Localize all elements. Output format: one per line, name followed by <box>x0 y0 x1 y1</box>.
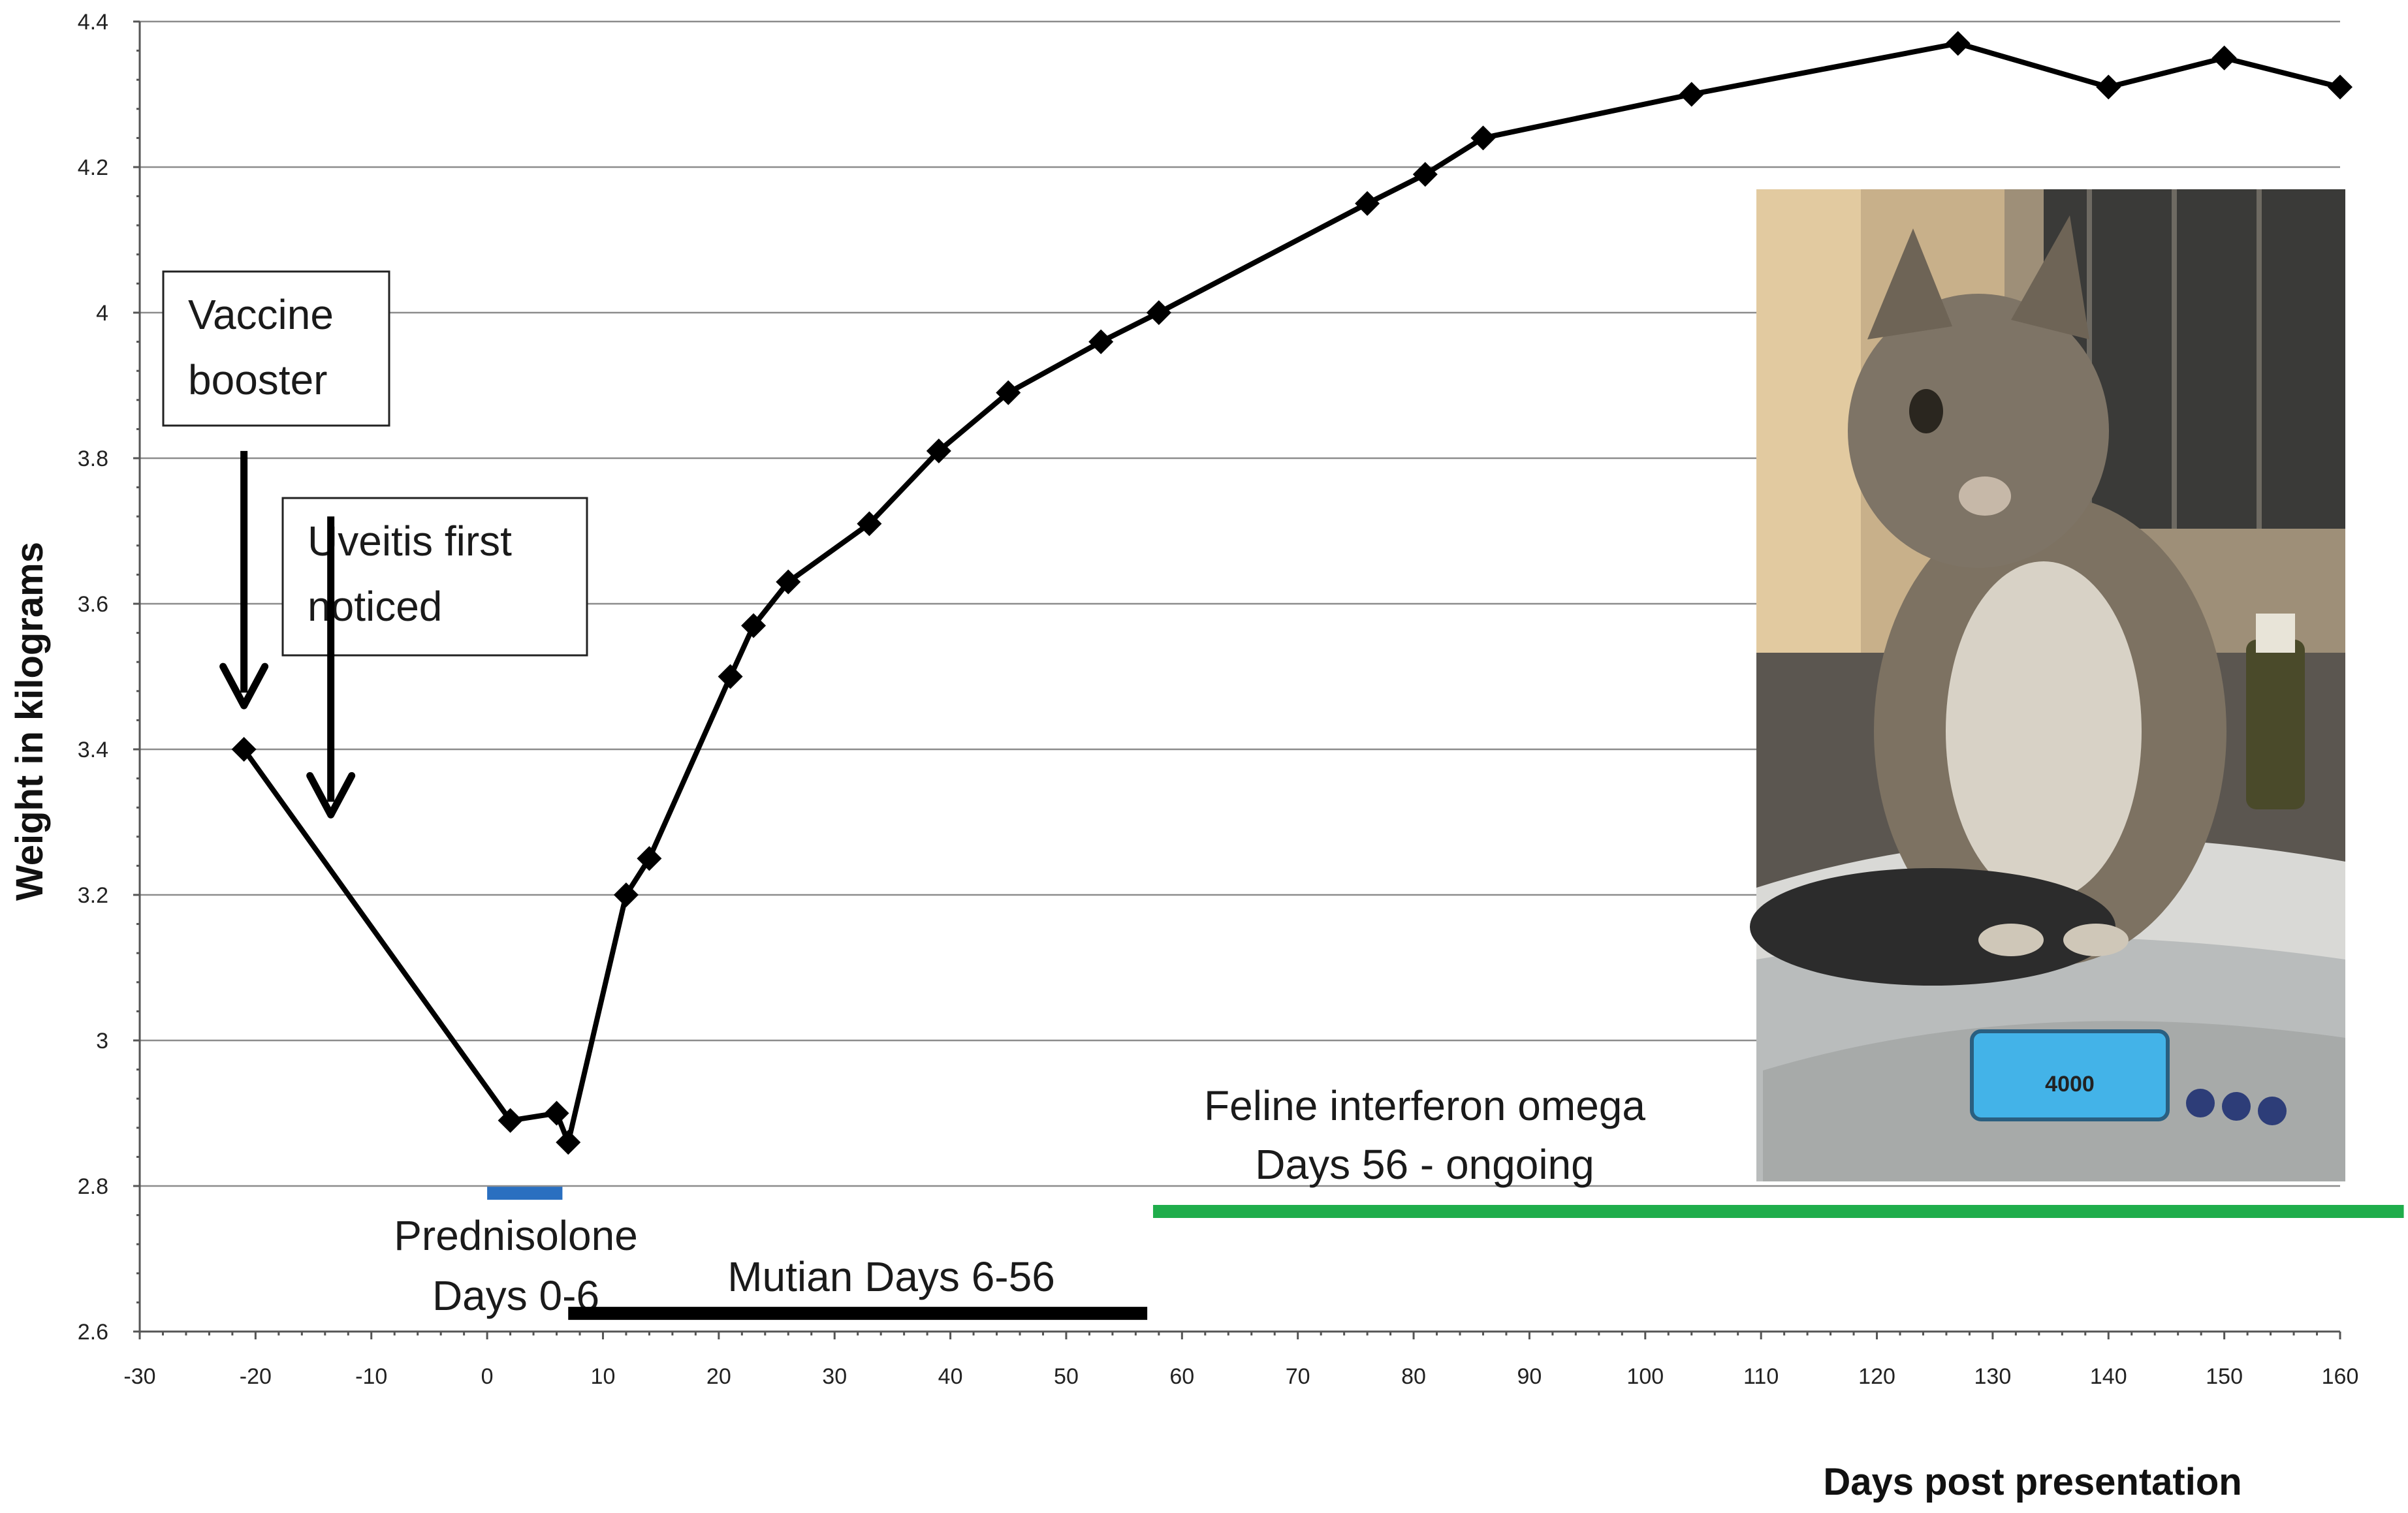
data-point <box>857 511 882 537</box>
y-tick-label: 4 <box>96 301 108 326</box>
y-tick-label: 2.8 <box>78 1174 108 1199</box>
scale-display: 4000 <box>2045 1072 2095 1097</box>
x-tick-label: 70 <box>1286 1364 1310 1389</box>
vaccine-booster-arrow-head <box>219 663 269 710</box>
weight-series <box>231 31 2353 1155</box>
x-tick-label: -20 <box>240 1364 272 1389</box>
data-point <box>776 569 801 595</box>
data-point <box>498 1108 523 1133</box>
data-point <box>996 380 1021 405</box>
x-tick-label: 130 <box>1974 1364 2012 1389</box>
y-axis-label: Weight in kilograms <box>8 542 51 901</box>
x-tick-label: -10 <box>355 1364 387 1389</box>
feline-interferon-omega-label: Days 56 - ongoing <box>1255 1141 1594 1188</box>
x-tick-label: 0 <box>481 1364 494 1389</box>
data-point <box>1679 82 1704 107</box>
vaccine-booster-box <box>162 270 390 427</box>
x-tick-label: -30 <box>123 1364 155 1389</box>
x-tick-label: 80 <box>1401 1364 1426 1389</box>
x-tick-label: 160 <box>2322 1364 2359 1389</box>
mutian-label: Mutian Days 6-56 <box>727 1253 1055 1300</box>
prednisolone-label: Prednisolone <box>394 1212 638 1259</box>
data-point <box>1945 31 1971 56</box>
y-tick-label: 3.8 <box>78 446 108 471</box>
x-axis-label: Days post presentation <box>1823 1461 2242 1503</box>
data-point <box>718 664 743 689</box>
feline-interferon-omega-label: Feline interferon omega <box>1204 1082 1645 1129</box>
kitten-on-scale-photo: 4000 <box>1750 189 2345 1181</box>
x-tick-label: 150 <box>2206 1364 2243 1389</box>
data-point <box>2211 45 2237 70</box>
data-point <box>231 737 257 762</box>
x-tick-labels: -30 -20 -10 0 10 20 30 40 50 60 70 80 90 100 110 120 130… <box>123 1364 2358 1389</box>
data-point <box>1412 162 1438 187</box>
y-tick-labels: 2.6 2.8 3 3.2 3.4 3.6 3.8 4 4.2 4.4 <box>78 10 108 1345</box>
y-tick-label: 3.6 <box>78 592 108 617</box>
data-point <box>741 613 767 638</box>
data-point <box>1355 191 1380 216</box>
data-point <box>2328 74 2353 100</box>
vaccine-booster-label: Vaccine <box>188 291 334 338</box>
x-tick-label: 30 <box>822 1364 847 1389</box>
axes <box>133 20 2341 1339</box>
x-tick-label: 110 <box>1743 1364 1779 1389</box>
x-tick-label: 90 <box>1517 1364 1542 1389</box>
y-tick-label: 3.4 <box>78 738 108 762</box>
data-point <box>2096 74 2121 100</box>
data-point <box>1146 300 1171 325</box>
x-tick-label: 40 <box>938 1364 963 1389</box>
x-tick-label: 20 <box>706 1364 731 1389</box>
data-point <box>637 846 662 871</box>
uveitis-first-noticed-label: Uveitis first <box>308 518 512 565</box>
y-tick-label: 4.4 <box>78 10 108 35</box>
vaccine-booster-label: booster <box>188 356 327 403</box>
x-tick-label: 100 <box>1626 1364 1664 1389</box>
x-tick-label: 10 <box>591 1364 616 1389</box>
uveitis-first-noticed-arrow-head <box>306 772 356 819</box>
series-line <box>242 40 2341 1146</box>
y-tick-label: 4.2 <box>78 155 108 180</box>
data-point <box>556 1130 581 1155</box>
x-tick-label: 140 <box>2090 1364 2127 1389</box>
data-point <box>1470 125 1496 151</box>
y-tick-label: 2.6 <box>78 1320 108 1345</box>
data-point <box>613 882 639 907</box>
y-tick-label: 3 <box>96 1029 108 1053</box>
data-point <box>926 438 951 463</box>
y-tick-label: 3.2 <box>78 883 108 908</box>
data-point <box>544 1100 569 1126</box>
x-tick-label: 120 <box>1858 1364 1895 1389</box>
x-tick-label: 50 <box>1054 1364 1079 1389</box>
x-tick-label: 60 <box>1169 1364 1194 1389</box>
data-point <box>1088 329 1114 354</box>
